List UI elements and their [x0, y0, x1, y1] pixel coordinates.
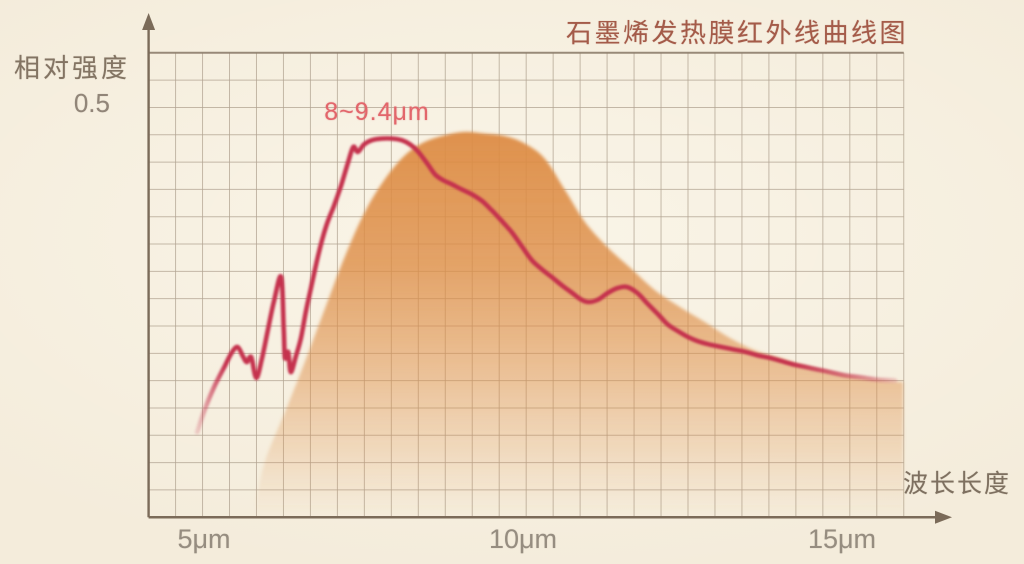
chart-title: 石墨烯发热膜红外线曲线图 — [565, 18, 908, 48]
x-tick-5um: 5μm — [177, 524, 231, 554]
radiation-envelope-area — [256, 131, 904, 518]
x-axis-label: 波长长度 — [903, 470, 1012, 498]
y-axis-label: 相对强度 — [14, 53, 131, 83]
axes — [142, 13, 952, 524]
x-tick-15um: 15μm — [807, 524, 877, 554]
peak-range-annotation: 8~9.4μm — [324, 98, 430, 126]
infrared-intensity-curve — [194, 136, 898, 435]
x-tick-10um: 10μm — [488, 524, 558, 554]
y-axis-tick-0-5: 0.5 — [73, 88, 110, 118]
